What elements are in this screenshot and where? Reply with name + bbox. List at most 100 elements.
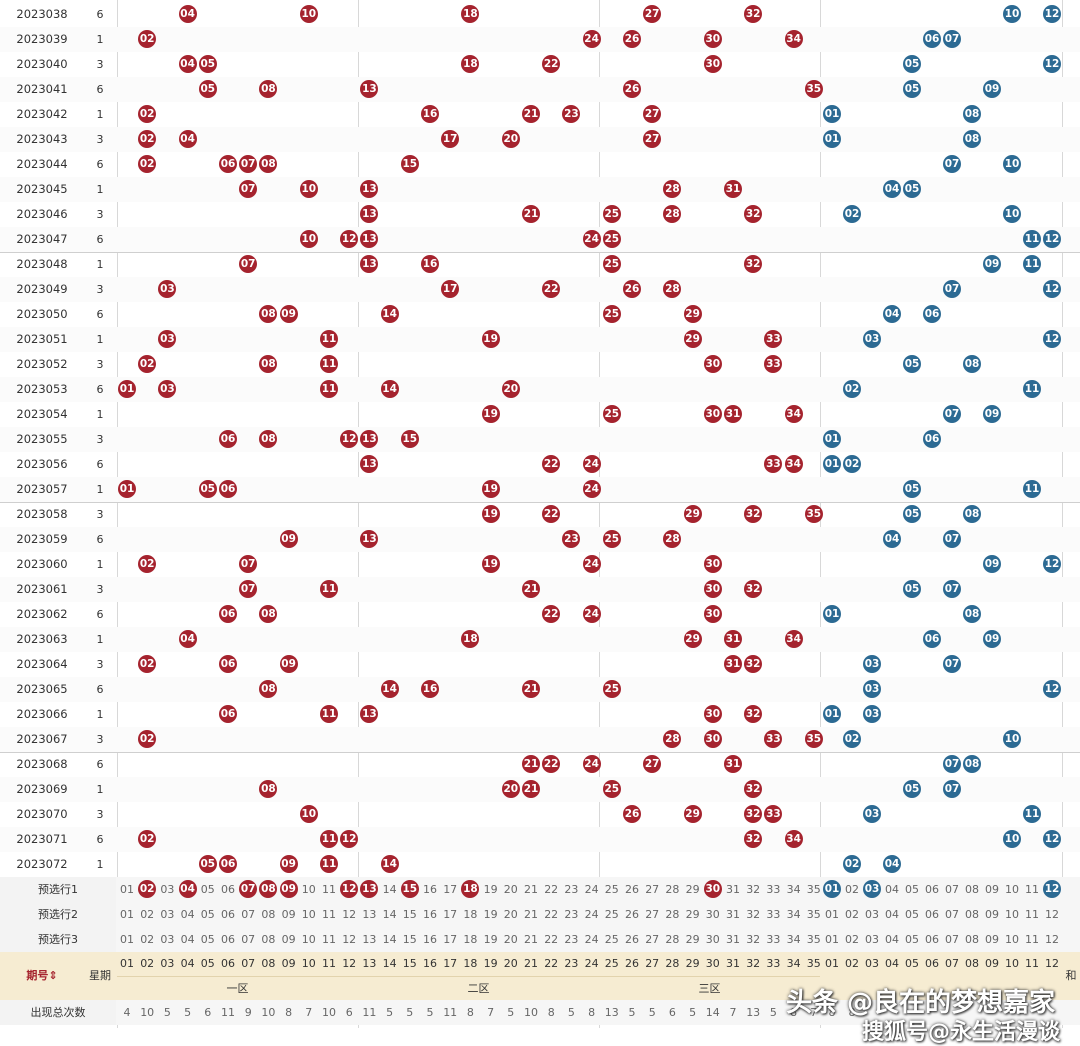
preset-red-cell[interactable]: 35 <box>806 933 821 946</box>
preset-blue-cell[interactable]: 04 <box>885 933 899 946</box>
preset-red-cell[interactable]: 13 <box>362 908 377 921</box>
preset-red-cell[interactable]: 01 <box>120 908 134 921</box>
preset-red-cell[interactable]: 30 <box>703 877 723 902</box>
preset-red-cell[interactable]: 02 <box>140 908 155 921</box>
preset-red-cell[interactable]: 24 <box>584 933 599 946</box>
preset-red-cell[interactable]: 34 <box>786 908 801 921</box>
preset-red-cell[interactable]: 19 <box>483 933 498 946</box>
preset-red-cell[interactable]: 27 <box>645 908 660 921</box>
preset-red-cell[interactable]: 12 <box>342 933 357 946</box>
preset-red-cell[interactable]: 13 <box>362 933 377 946</box>
preset-red-cell[interactable]: 21 <box>524 883 538 896</box>
preset-blue-cell[interactable]: 06 <box>925 933 939 946</box>
preset-red-cell[interactable]: 17 <box>443 908 458 921</box>
preset-red-cell[interactable]: 15 <box>402 908 417 921</box>
preset-red-cell[interactable]: 16 <box>423 883 437 896</box>
preset-red-cell[interactable]: 29 <box>685 908 700 921</box>
preset-red-cell[interactable]: 31 <box>726 908 740 921</box>
preset-red-cell[interactable]: 20 <box>503 908 518 921</box>
preset-red-cell[interactable]: 29 <box>685 883 700 896</box>
preset-red-cell[interactable]: 23 <box>564 908 579 921</box>
preset-red-cell[interactable]: 34 <box>786 933 801 946</box>
preset-blue-cell[interactable]: 02 <box>845 883 859 896</box>
preset-red-cell[interactable]: 25 <box>604 933 619 946</box>
preset-red-cell[interactable]: 28 <box>665 933 680 946</box>
preset-red-cell[interactable]: 16 <box>423 933 437 946</box>
preset-red-cell[interactable]: 11 <box>322 908 336 921</box>
preset-red-cell[interactable]: 35 <box>806 908 821 921</box>
preset-red-cell[interactable]: 10 <box>301 933 316 946</box>
preset-red-cell[interactable]: 23 <box>564 883 579 896</box>
preset-red-cell[interactable]: 17 <box>443 933 458 946</box>
preset-blue-cell[interactable]: 12 <box>1042 877 1062 902</box>
preset-row[interactable]: 预选行3 01 02 03 04 05 06 07 08 09 10 11 12 13 14 15 16 17 18… <box>0 927 1080 952</box>
preset-red-cell[interactable]: 03 <box>160 933 175 946</box>
preset-blue-cell[interactable]: 03 <box>865 908 879 921</box>
preset-red-cell[interactable]: 20 <box>503 883 518 896</box>
preset-red-cell[interactable]: 22 <box>544 908 559 921</box>
preset-blue-cell[interactable]: 06 <box>925 883 939 896</box>
preset-blue-cell[interactable]: 04 <box>885 908 899 921</box>
preset-red-cell[interactable]: 02 <box>140 933 155 946</box>
preset-red-cell[interactable]: 29 <box>685 933 700 946</box>
preset-blue-cell[interactable]: 03 <box>862 877 882 902</box>
preset-blue-cell[interactable]: 10 <box>1005 908 1019 921</box>
preset-blue-cell[interactable]: 01 <box>825 933 839 946</box>
preset-red-cell[interactable]: 21 <box>524 908 538 921</box>
preset-red-cell[interactable]: 09 <box>279 877 299 902</box>
preset-row[interactable]: 预选行2 01 02 03 04 05 06 07 08 09 10 11 12 13 14 15 16 17 18… <box>0 902 1080 927</box>
preset-red-cell[interactable]: 20 <box>503 933 518 946</box>
preset-red-cell[interactable]: 18 <box>463 908 478 921</box>
period-header[interactable]: 期号⇕ <box>0 952 84 1000</box>
preset-blue-cell[interactable]: 10 <box>1005 933 1019 946</box>
preset-red-cell[interactable]: 34 <box>786 883 801 896</box>
preset-blue-cell[interactable]: 05 <box>905 933 919 946</box>
preset-red-cell[interactable]: 08 <box>258 877 278 902</box>
preset-blue-cell[interactable]: 07 <box>945 883 959 896</box>
preset-red-cell[interactable]: 09 <box>281 908 296 921</box>
preset-red-cell[interactable]: 15 <box>400 877 420 902</box>
preset-red-cell[interactable]: 30 <box>705 933 720 946</box>
preset-red-cell[interactable]: 07 <box>241 908 256 921</box>
preset-red-cell[interactable]: 32 <box>746 883 761 896</box>
preset-red-cell[interactable]: 31 <box>726 933 740 946</box>
preset-red-cell[interactable]: 30 <box>705 908 720 921</box>
preset-red-cell[interactable]: 03 <box>160 908 175 921</box>
preset-red-cell[interactable]: 28 <box>665 883 680 896</box>
preset-blue-cell[interactable]: 12 <box>1045 908 1059 921</box>
preset-red-cell[interactable]: 26 <box>625 933 639 946</box>
preset-blue-cell[interactable]: 02 <box>845 908 859 921</box>
preset-red-cell[interactable]: 15 <box>402 933 417 946</box>
preset-red-cell[interactable]: 31 <box>726 883 740 896</box>
preset-red-cell[interactable]: 04 <box>180 933 195 946</box>
preset-red-cell[interactable]: 21 <box>524 933 538 946</box>
preset-red-cell[interactable]: 18 <box>463 933 478 946</box>
preset-red-cell[interactable]: 23 <box>564 933 579 946</box>
preset-red-cell[interactable]: 06 <box>221 908 235 921</box>
preset-blue-cell[interactable]: 08 <box>965 933 979 946</box>
preset-red-cell[interactable]: 19 <box>483 908 498 921</box>
preset-red-cell[interactable]: 14 <box>382 933 397 946</box>
preset-red-cell[interactable]: 03 <box>160 883 175 896</box>
preset-red-cell[interactable]: 02 <box>137 877 157 902</box>
preset-blue-cell[interactable]: 10 <box>1005 883 1019 896</box>
preset-blue-cell[interactable]: 04 <box>885 883 899 896</box>
preset-red-cell[interactable]: 26 <box>625 883 639 896</box>
preset-blue-cell[interactable]: 11 <box>1025 908 1039 921</box>
preset-blue-cell[interactable]: 09 <box>985 883 999 896</box>
preset-blue-cell[interactable]: 05 <box>905 908 919 921</box>
preset-red-cell[interactable]: 25 <box>604 883 619 896</box>
preset-red-cell[interactable]: 16 <box>423 908 437 921</box>
preset-blue-cell[interactable]: 01 <box>825 908 839 921</box>
preset-red-cell[interactable]: 27 <box>645 883 660 896</box>
preset-red-cell[interactable]: 22 <box>544 883 559 896</box>
preset-red-cell[interactable]: 08 <box>261 908 276 921</box>
preset-blue-cell[interactable]: 08 <box>965 883 979 896</box>
preset-red-cell[interactable]: 07 <box>241 933 256 946</box>
preset-red-cell[interactable]: 04 <box>180 908 195 921</box>
preset-red-cell[interactable]: 13 <box>359 877 379 902</box>
preset-blue-cell[interactable]: 07 <box>945 933 959 946</box>
preset-blue-cell[interactable]: 12 <box>1045 933 1059 946</box>
preset-red-cell[interactable]: 05 <box>200 933 215 946</box>
preset-blue-cell[interactable]: 09 <box>985 908 999 921</box>
